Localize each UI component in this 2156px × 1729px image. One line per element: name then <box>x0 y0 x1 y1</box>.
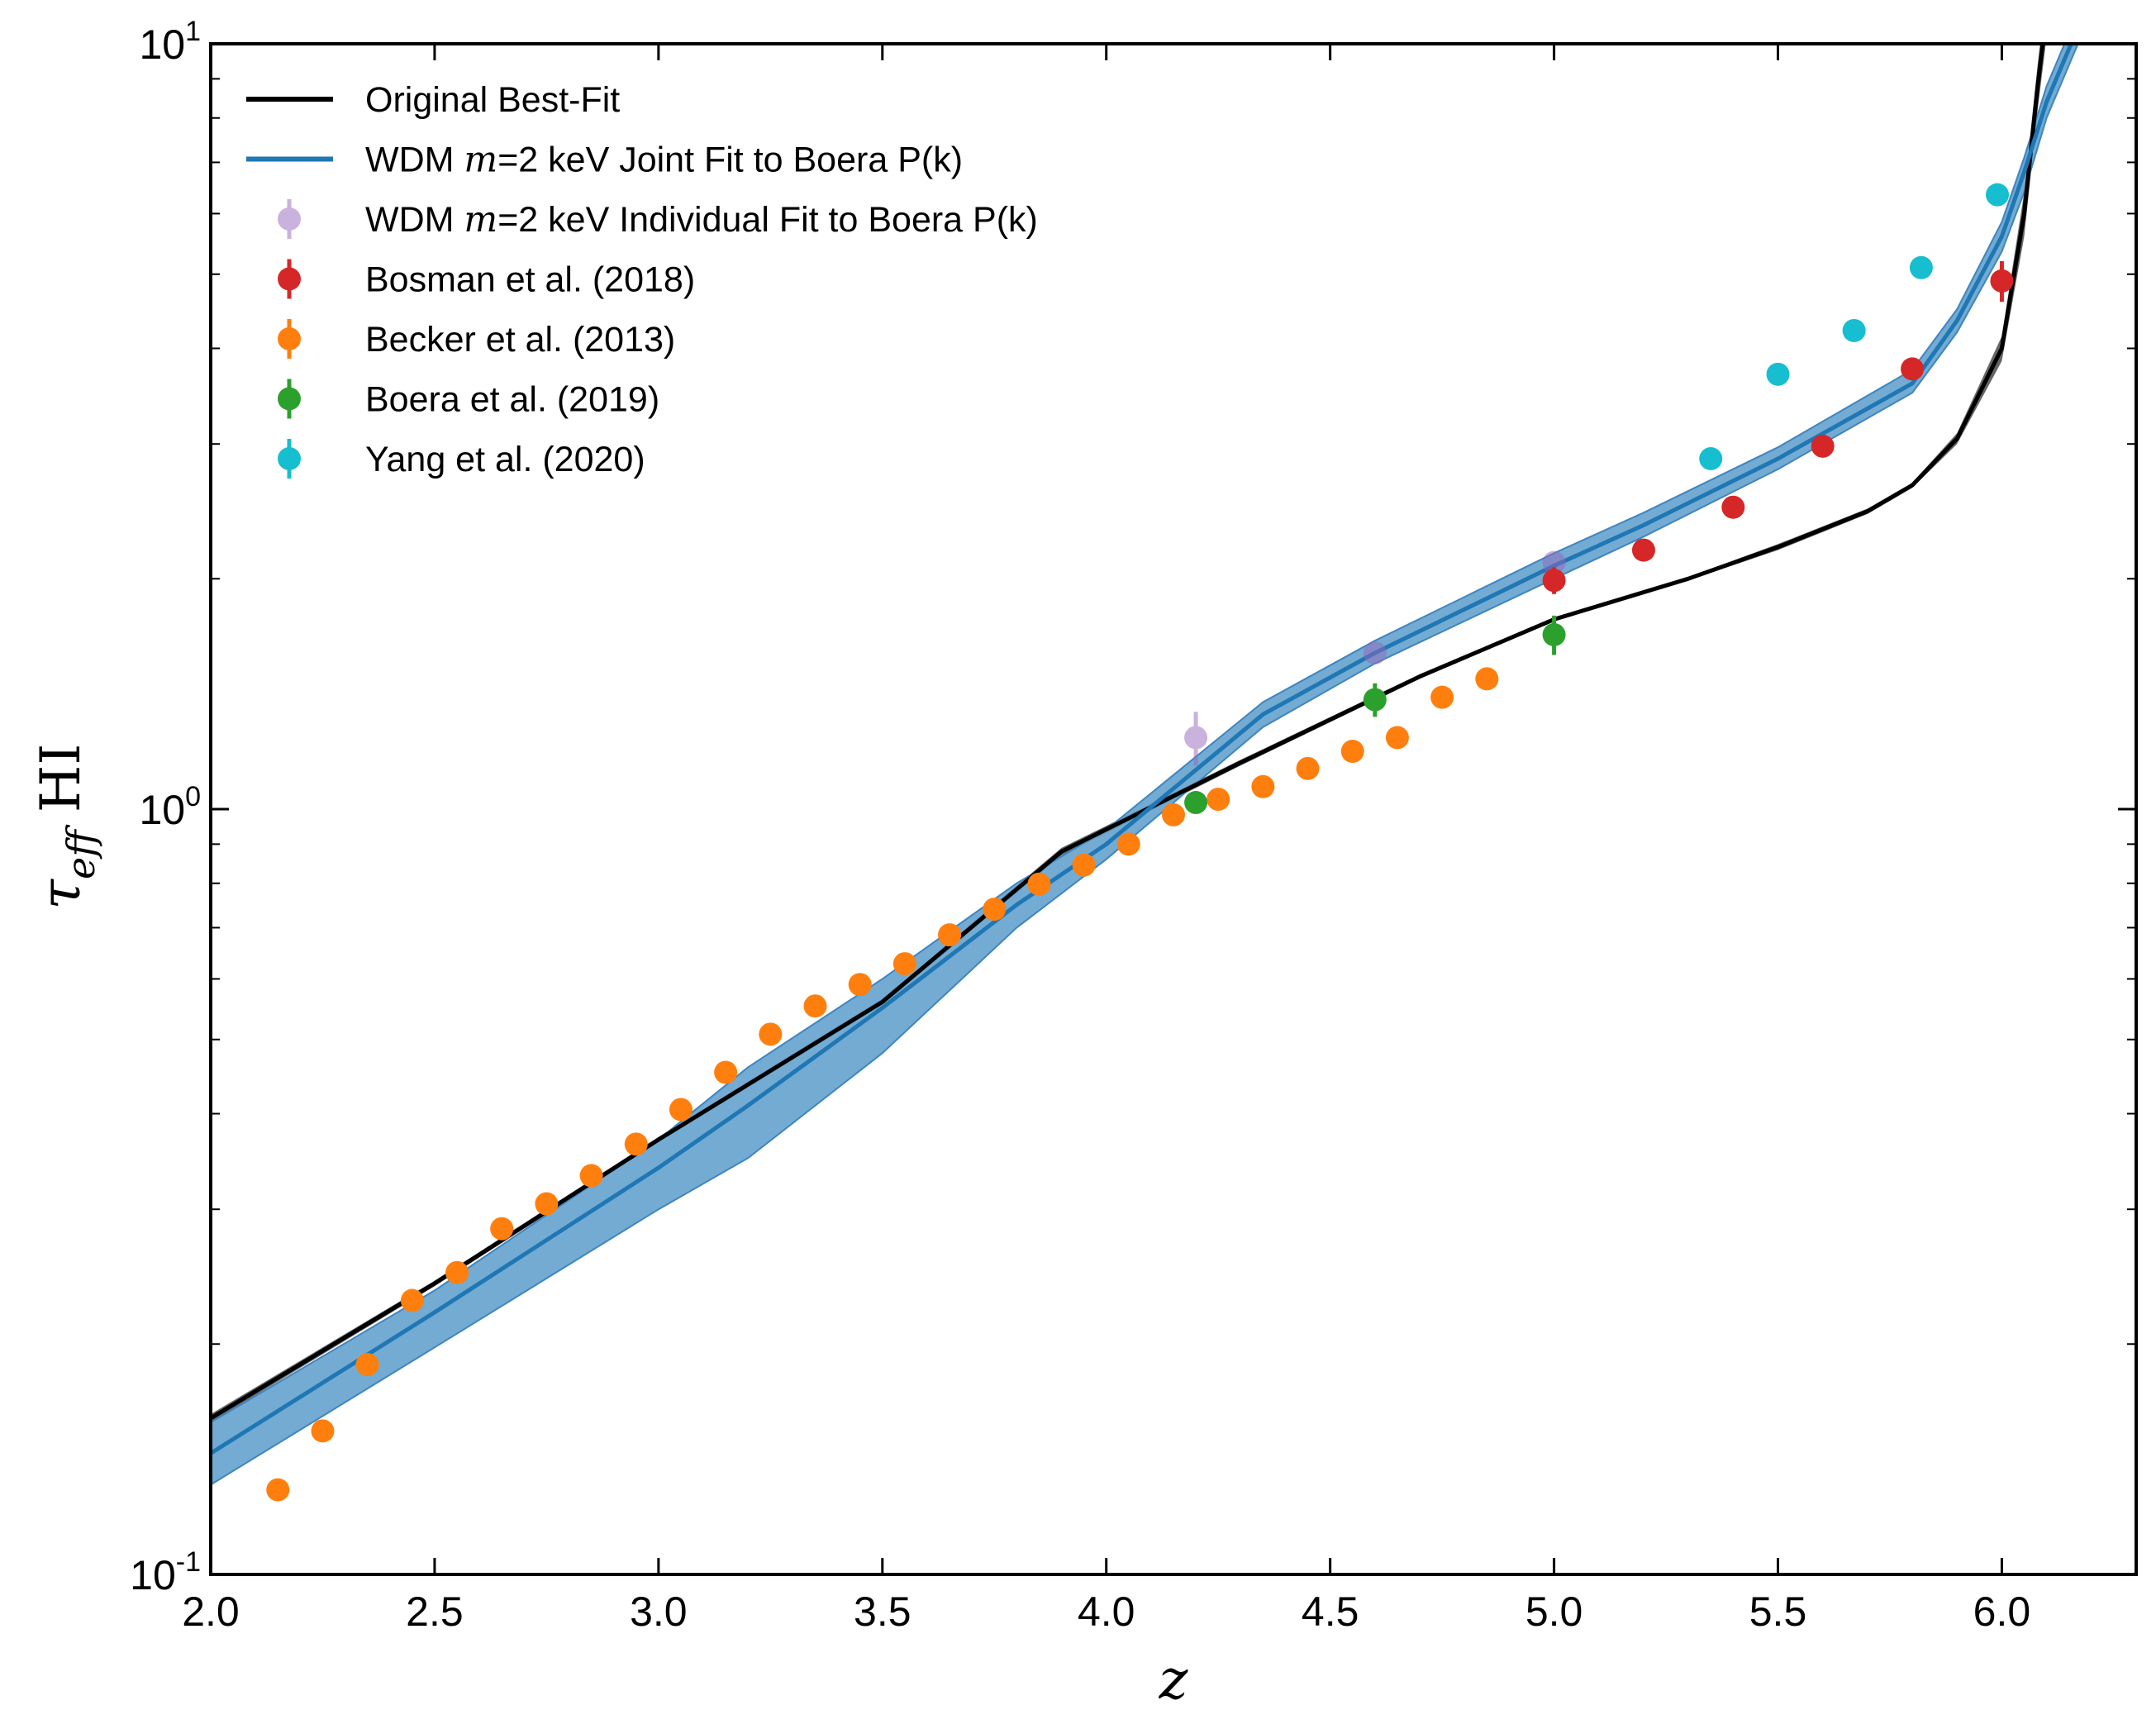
point-yang-et-al-2020-2 <box>1842 318 1866 342</box>
y-axis-title-sub: eff <box>59 824 103 879</box>
line-wdm-m-2-kev-joint-fit-to-boera-p-k <box>211 44 2074 1455</box>
point-bosman-et-al-2018-3 <box>1811 434 1835 458</box>
legend-label-becker-et-al-2013: Becker et al. (2013) <box>365 320 675 360</box>
x-tick-label-5.5: 5.5 <box>1749 1588 1807 1635</box>
series-yang-et-al-2020 <box>1699 183 2010 471</box>
plot-area <box>211 44 2079 1502</box>
x-tick-label-4.0: 4.0 <box>1078 1588 1135 1635</box>
point-yang-et-al-2020-1 <box>1766 362 1790 386</box>
legend-label-original-best-fit: Original Best-Fit <box>365 80 620 120</box>
point-becker-et-al-2013-11 <box>759 1022 783 1046</box>
point-bosman-et-al-2018-5 <box>1990 269 2014 293</box>
point-becker-et-al-2013-3 <box>400 1288 424 1312</box>
point-becker-et-al-2013-9 <box>669 1098 692 1122</box>
series-wdm-m-2-kev-individual-fit-to-boera-p-k <box>1184 550 1566 766</box>
point-bosman-et-al-2018-4 <box>1901 357 1925 381</box>
x-tick-label-5.0: 5.0 <box>1525 1588 1583 1635</box>
point-becker-et-al-2013-27 <box>1475 667 1499 691</box>
legend-label-boera-et-al-2019: Boera et al. (2019) <box>365 380 659 420</box>
point-becker-et-al-2013-5 <box>490 1217 514 1241</box>
legend-swatch-boera-et-al-2019 <box>278 379 301 419</box>
point-becker-et-al-2013-20 <box>1162 803 1185 826</box>
point-boera-et-al-2019-1 <box>1363 688 1387 712</box>
y-tick-label-0: 100 <box>139 781 201 833</box>
legend: Original Best-Fit WDM m=2 keV Joint Fit t… <box>246 80 1038 479</box>
legend-label-wdm-m-2-kev-joint-fit-to-boera-p-k: WDM m=2 keV Joint Fit to Boera P(k) <box>365 140 963 181</box>
x-tick-label-2.5: 2.5 <box>406 1588 464 1635</box>
legend-entry-original-best-fit: Original Best-Fit <box>246 80 620 120</box>
legend-entry-wdm-m-2-kev-individual-fit-to-boera-p-k: WDM m=2 keV Individual Fit to Boera P(k) <box>278 199 1038 241</box>
point-becker-et-al-2013-24 <box>1340 740 1364 764</box>
x-tick-label-3.0: 3.0 <box>630 1588 688 1635</box>
legend-label-wdm-m-2-kev-individual-fit-to-boera-p-k: WDM m=2 keV Individual Fit to Boera P(k) <box>365 199 1038 241</box>
point-becker-et-al-2013-26 <box>1430 685 1454 709</box>
legend-label-bosman-et-al-2018: Bosman et al. (2018) <box>365 260 695 300</box>
point-becker-et-al-2013-8 <box>624 1132 648 1156</box>
x-tick-label-6.0: 6.0 <box>1973 1588 2031 1635</box>
legend-label-yang-et-al-2020: Yang et al. (2020) <box>365 440 645 479</box>
legend-swatch-wdm-m-2-kev-individual-fit-to-boera-p-k <box>278 199 301 239</box>
point-bosman-et-al-2018-2 <box>1721 495 1745 519</box>
point-boera-et-al-2019-2 <box>1542 622 1566 646</box>
point-becker-et-al-2013-22 <box>1251 774 1275 798</box>
x-tick-label-2.0: 2.0 <box>182 1588 240 1635</box>
point-yang-et-al-2020-0 <box>1699 447 1723 471</box>
point-becker-et-al-2013-25 <box>1385 726 1409 750</box>
point-wdm-m-2-kev-individual-fit-to-boera-p-k-1 <box>1363 641 1387 664</box>
y-axis-title-tail: HI <box>29 744 93 831</box>
point-yang-et-al-2020-3 <box>1909 255 1933 279</box>
x-axis-title: z <box>1159 1648 1189 1712</box>
x-tick-label-3.5: 3.5 <box>854 1588 911 1635</box>
legend-entry-yang-et-al-2020: Yang et al. (2020) <box>278 439 645 479</box>
point-becker-et-al-2013-15 <box>938 923 962 947</box>
legend-entry-wdm-m-2-kev-joint-fit-to-boera-p-k: WDM m=2 keV Joint Fit to Boera P(k) <box>246 140 963 181</box>
point-bosman-et-al-2018-1 <box>1631 538 1655 562</box>
axis-ticks <box>209 42 2136 1576</box>
series-boera-et-al-2019 <box>1184 615 1566 815</box>
point-becker-et-al-2013-2 <box>355 1353 379 1377</box>
point-becker-et-al-2013-7 <box>579 1164 603 1188</box>
point-becker-et-al-2013-12 <box>803 994 827 1018</box>
legend-entry-boera-et-al-2019: Boera et al. (2019) <box>278 379 659 420</box>
y-tick-label--1: 10-1 <box>130 1546 201 1598</box>
axis-tick-labels: 2.0 2.5 3.0 3.5 4.0 4.5 5.0 5.5 6.0 10-1 100 101 <box>130 16 2030 1635</box>
point-becker-et-al-2013-16 <box>983 898 1007 922</box>
y-axis-title-main: τ <box>29 878 93 909</box>
point-becker-et-al-2013-14 <box>892 952 916 976</box>
point-becker-et-al-2013-19 <box>1116 832 1140 856</box>
y-axis-title: τeff HI <box>29 744 103 910</box>
point-becker-et-al-2013-1 <box>311 1419 335 1443</box>
point-becker-et-al-2013-13 <box>848 973 872 997</box>
point-becker-et-al-2013-10 <box>714 1060 738 1084</box>
point-becker-et-al-2013-4 <box>445 1260 469 1284</box>
svg-text:τeff HI: τeff HI <box>29 744 103 910</box>
x-tick-label-4.5: 4.5 <box>1302 1588 1359 1635</box>
legend-entry-becker-et-al-2013: Becker et al. (2013) <box>278 319 675 360</box>
point-wdm-m-2-kev-individual-fit-to-boera-p-k-0 <box>1184 726 1208 750</box>
y-tick-label-1: 101 <box>139 16 201 68</box>
point-becker-et-al-2013-23 <box>1296 756 1320 780</box>
series-bosman-et-al-2018 <box>1542 260 2014 594</box>
point-becker-et-al-2013-0 <box>266 1478 290 1502</box>
point-becker-et-al-2013-21 <box>1207 788 1230 812</box>
point-becker-et-al-2013-18 <box>1072 853 1096 877</box>
legend-entry-bosman-et-al-2018: Bosman et al. (2018) <box>278 259 695 300</box>
legend-swatch-yang-et-al-2020 <box>278 439 301 479</box>
point-boera-et-al-2019-0 <box>1184 791 1208 815</box>
legend-swatch-bosman-et-al-2018 <box>278 259 301 299</box>
point-wdm-m-2-kev-individual-fit-to-boera-p-k-2 <box>1542 550 1566 574</box>
point-becker-et-al-2013-17 <box>1027 872 1051 896</box>
line-original-best-fit <box>211 44 2045 1421</box>
legend-swatch-becker-et-al-2013 <box>278 319 301 359</box>
point-yang-et-al-2020-4 <box>1986 183 2010 207</box>
point-becker-et-al-2013-6 <box>535 1192 559 1216</box>
point-bosman-et-al-2018-0 <box>1542 569 1566 593</box>
series-becker-et-al-2013 <box>266 667 1499 1502</box>
